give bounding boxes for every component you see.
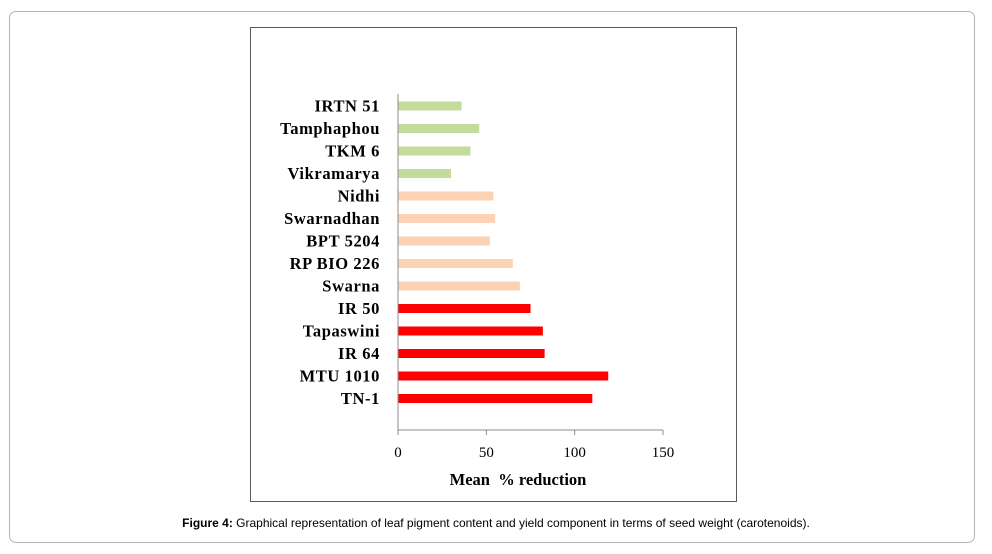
category-label: Vikramarya <box>288 164 380 183</box>
bar-ir-50 <box>398 304 531 313</box>
bar-mtu-1010 <box>398 371 609 381</box>
x-tick-label: 150 <box>652 445 675 461</box>
category-label: BPT 5204 <box>306 232 380 251</box>
x-tick-label: 50 <box>479 445 494 461</box>
category-label: Nidhi <box>338 187 380 206</box>
category-label: IRTN 51 <box>314 97 380 116</box>
category-label: Tamphaphou <box>280 119 380 138</box>
bar-bpt-5204 <box>398 236 490 246</box>
caption-text: Graphical representation of leaf pigment… <box>232 516 810 530</box>
bar-tn-1 <box>398 394 593 403</box>
category-label: Swarnadhan <box>284 209 380 228</box>
bar-chart: IRTN 51 Tamphaphou TKM 6 Vikramarya Nidhi Swa… <box>280 94 674 489</box>
x-axis-title: Mean % reduction <box>450 470 587 489</box>
x-ticks: 0 50 100 150 <box>394 430 674 461</box>
category-labels: IRTN 51 Tamphaphou TKM 6 Vikramarya Nidhi Swa… <box>280 97 380 409</box>
x-tick-label: 0 <box>394 445 402 461</box>
category-label: Swarna <box>322 277 380 296</box>
bar-tkm-6 <box>398 146 471 156</box>
category-label: IR 64 <box>338 344 380 363</box>
bar-ir-64 <box>398 349 545 358</box>
category-label: MTU 1010 <box>300 367 380 386</box>
bars-group <box>398 101 609 403</box>
bar-rp-bio-226 <box>398 259 513 268</box>
bar-tapaswini <box>398 326 543 336</box>
category-label: TKM 6 <box>325 142 380 161</box>
bar-tamphaphou <box>398 124 480 133</box>
bar-swarnadhan <box>398 214 496 223</box>
category-label: TN-1 <box>341 389 380 408</box>
bar-vikramarya <box>398 169 451 178</box>
chart-box: IRTN 51 Tamphaphou TKM 6 Vikramarya Nidhi Swa… <box>250 27 737 502</box>
x-tick-label: 100 <box>563 445 586 461</box>
bar-swarna <box>398 281 520 291</box>
figure-caption: Figure 4: Graphical representation of le… <box>0 516 992 530</box>
category-label: IR 50 <box>338 299 380 318</box>
category-label: Tapaswini <box>303 322 380 341</box>
caption-label: Figure 4: <box>182 516 233 530</box>
bar-nidhi <box>398 191 494 201</box>
category-label: RP BIO 226 <box>290 254 380 273</box>
bar-irtn-51 <box>398 101 462 111</box>
